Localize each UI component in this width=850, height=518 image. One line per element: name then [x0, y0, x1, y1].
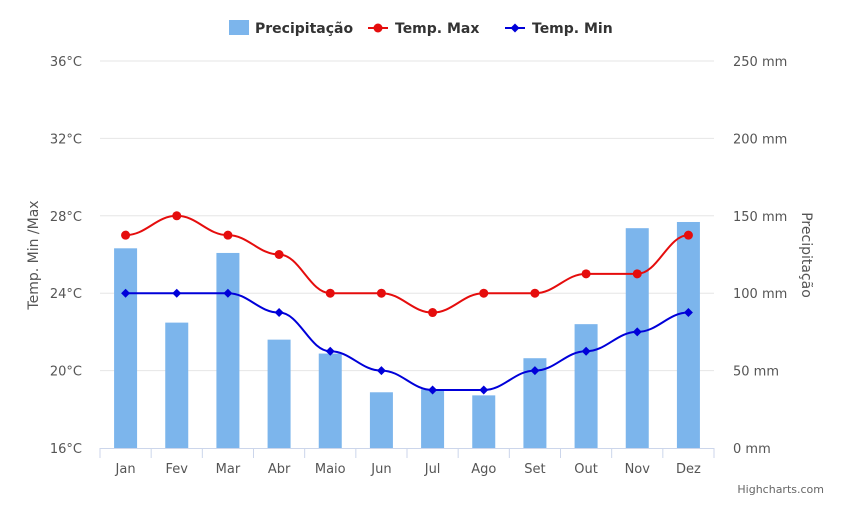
y-left-tick-label: 36°C: [50, 55, 82, 70]
bar-precipitacao-maio[interactable]: [318, 353, 342, 448]
point-temp-max-dez[interactable]: [683, 230, 693, 240]
point-temp-min-mar[interactable]: [223, 288, 233, 298]
y-right-tick-label: 50 mm: [733, 365, 779, 380]
y-right-tick-label: 200 mm: [733, 132, 787, 147]
point-temp-max-mar[interactable]: [223, 230, 233, 240]
x-tick-label: Maio: [315, 462, 346, 477]
bar-precipitacao-ago[interactable]: [472, 395, 496, 448]
precipitation-bars: [114, 221, 700, 448]
grid-lines: [100, 60, 714, 372]
bar-precipitacao-nov[interactable]: [625, 228, 649, 448]
y-right-tick-label: 250 mm: [733, 55, 787, 70]
bar-precipitacao-jun[interactable]: [369, 392, 393, 448]
x-tick-label: Dez: [676, 462, 701, 477]
x-tick-label: Ago: [471, 462, 496, 477]
y-right-axis-title: Precipitação: [798, 212, 814, 298]
bar-precipitacao-dez[interactable]: [676, 221, 700, 448]
x-tick-label: Abr: [268, 462, 291, 477]
point-temp-max-maio[interactable]: [325, 288, 335, 298]
line-temp-max: [125, 214, 689, 314]
y-left-tick-label: 16°C: [50, 442, 82, 457]
x-tick-label: Fev: [166, 462, 189, 477]
x-tick-label: Jul: [424, 462, 441, 477]
point-temp-max-set[interactable]: [530, 288, 540, 298]
legend: Precipitação Temp. Max Temp. Min: [229, 20, 613, 37]
bar-precipitacao-jan[interactable]: [114, 248, 138, 448]
point-temp-min-maio[interactable]: [325, 346, 335, 356]
point-temp-max-jan[interactable]: [121, 230, 131, 240]
point-temp-min-nov[interactable]: [632, 327, 642, 337]
point-temp-min-jul[interactable]: [428, 385, 438, 395]
bar-precipitacao-fev[interactable]: [165, 322, 189, 448]
y-right-tick-label: 100 mm: [733, 287, 787, 302]
y-left-tick-label: 32°C: [50, 132, 82, 147]
legend-label-temp-min: Temp. Min: [532, 21, 613, 37]
y-left-tick-label: 20°C: [50, 365, 82, 380]
legend-label-temp-max: Temp. Max: [395, 21, 479, 37]
legend-item-temp-min[interactable]: Temp. Min: [505, 21, 613, 37]
x-tick-label: Mar: [216, 462, 241, 477]
point-temp-max-jul[interactable]: [428, 308, 438, 318]
line-temp-min: [125, 292, 689, 391]
point-temp-max-abr[interactable]: [274, 250, 284, 259]
point-temp-max-out[interactable]: [581, 269, 591, 279]
y-left-tick-label: 28°C: [50, 210, 82, 225]
point-temp-min-fev[interactable]: [172, 288, 182, 298]
point-temp-min-ago[interactable]: [479, 385, 489, 395]
legend-item-precipitation[interactable]: Precipitação: [229, 20, 353, 37]
bar-precipitacao-out[interactable]: [574, 324, 598, 448]
x-tick-label: Jun: [370, 462, 391, 477]
x-tick-label: Nov: [625, 462, 651, 477]
legend-symbol-precipitation: [229, 20, 249, 35]
x-tick-label: Jan: [115, 462, 136, 477]
x-tick-label: Set: [524, 462, 545, 477]
y-left-tick-label: 24°C: [50, 287, 82, 302]
temperature-lines: [121, 211, 693, 395]
y-right-tick-label: 0 mm: [733, 442, 771, 457]
point-temp-min-jan[interactable]: [121, 288, 131, 298]
legend-marker-temp-max: [373, 23, 383, 33]
point-temp-min-out[interactable]: [581, 346, 591, 356]
point-temp-min-abr[interactable]: [274, 308, 284, 318]
y-left-axis-title: Temp. Min /Max: [26, 200, 42, 310]
bar-precipitacao-set[interactable]: [523, 358, 547, 448]
point-temp-max-jun[interactable]: [376, 288, 386, 298]
legend-marker-temp-min: [510, 23, 520, 33]
point-temp-min-dez[interactable]: [683, 308, 693, 318]
point-temp-min-set[interactable]: [530, 366, 540, 376]
point-temp-min-jun[interactable]: [376, 366, 386, 376]
point-temp-max-nov[interactable]: [632, 269, 642, 279]
legend-item-temp-max[interactable]: Temp. Max: [368, 21, 479, 37]
point-temp-max-ago[interactable]: [479, 288, 489, 298]
axes: 16°C 20°C 24°C 28°C 32°C 36°C 0 mm 50 mm 100 mm 1…: [50, 55, 787, 477]
bar-precipitacao-abr[interactable]: [267, 339, 291, 448]
bar-precipitacao-mar[interactable]: [216, 252, 240, 448]
y-right-tick-label: 150 mm: [733, 210, 787, 225]
point-temp-max-fev[interactable]: [172, 211, 182, 221]
legend-label-precipitation: Precipitação: [255, 21, 353, 37]
bar-precipitacao-jul[interactable]: [421, 389, 445, 448]
credits-link[interactable]: Highcharts.com: [737, 483, 824, 496]
x-tick-label: Out: [574, 462, 598, 477]
